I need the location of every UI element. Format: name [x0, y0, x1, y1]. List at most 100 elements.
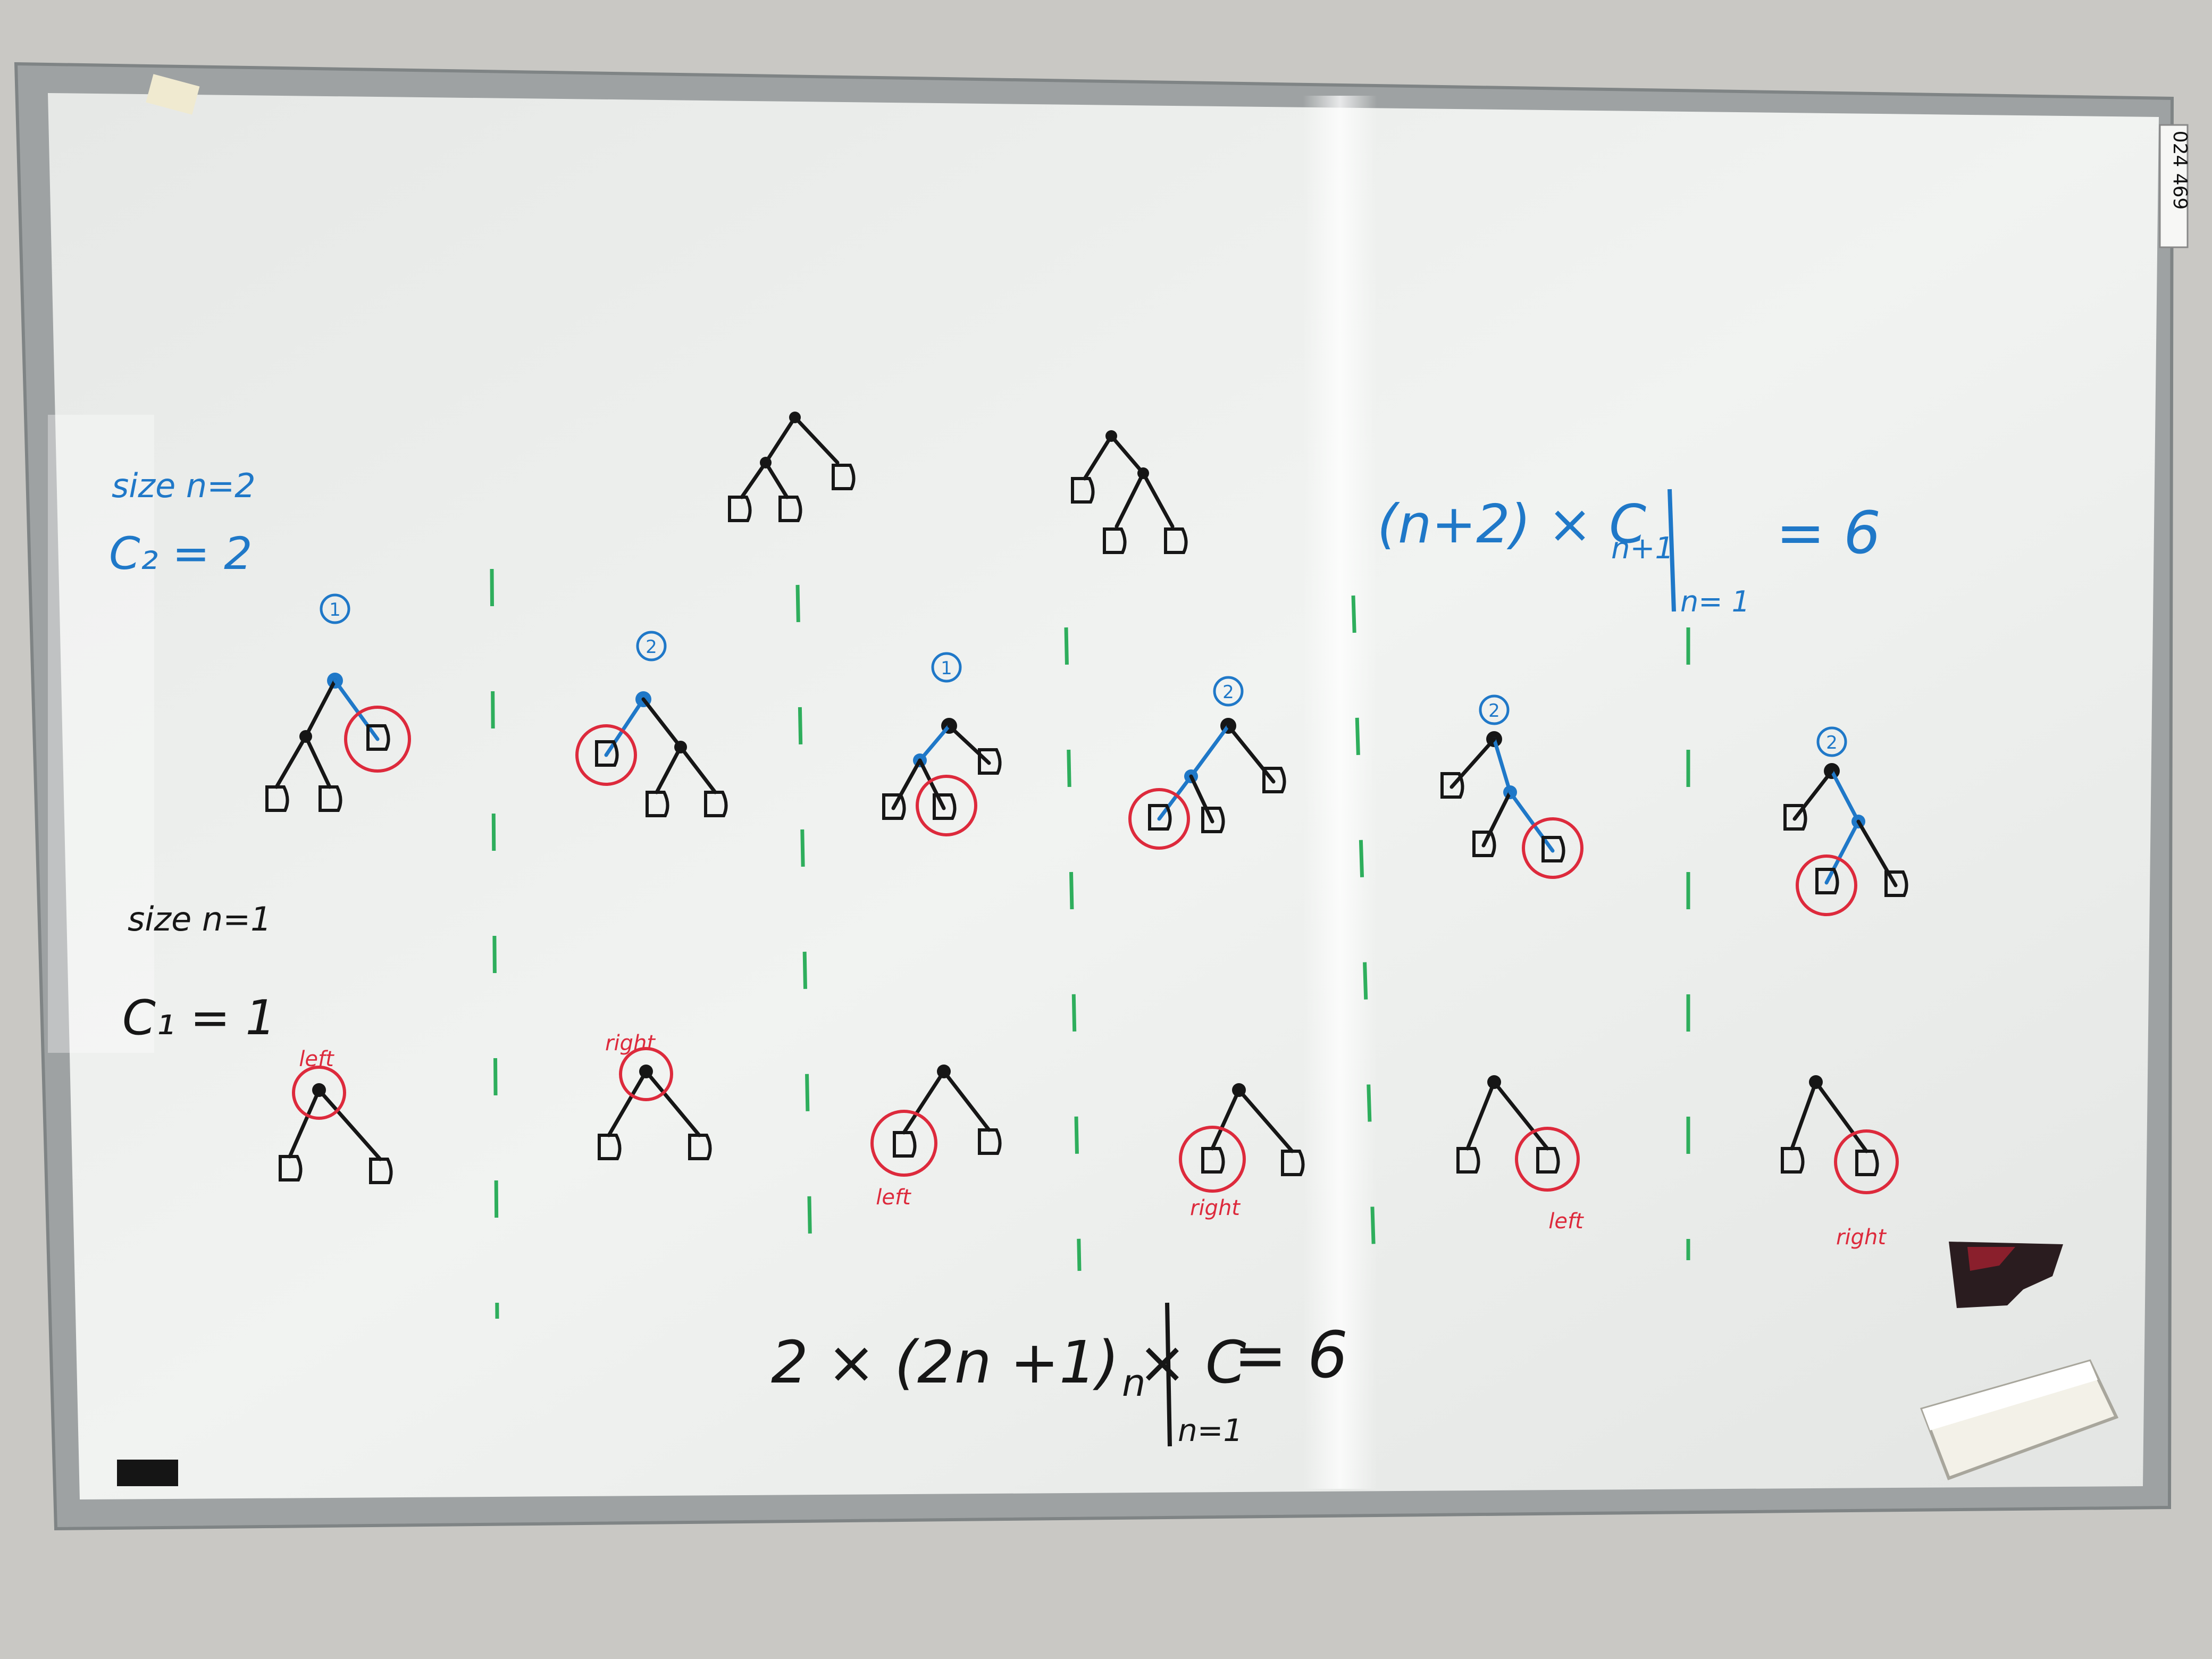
tree-edge — [1465, 1080, 1496, 1151]
tree-leaf — [1815, 868, 1839, 894]
tree-leaf — [1440, 772, 1464, 799]
tree-leaf — [1783, 804, 1807, 831]
formula-top-text: (n+2) × C — [1377, 493, 1646, 555]
tree-leaf — [978, 1128, 1002, 1155]
tree-leaf — [319, 785, 342, 812]
highlight-ring — [1128, 788, 1190, 850]
tree-leaf — [1103, 527, 1127, 554]
tree-leaf — [1472, 831, 1496, 857]
step-marker-label: 2 — [646, 636, 657, 658]
tree-edge — [918, 758, 946, 810]
tree-edge — [1814, 1080, 1869, 1153]
formula-bottom-bar — [1165, 1302, 1172, 1447]
side-label: right — [1836, 1225, 1887, 1250]
highlight-ring — [619, 1047, 673, 1101]
step-marker-label: 2 — [1222, 682, 1234, 703]
size-n2-label: size n=2 — [112, 466, 256, 505]
tree-node — [312, 1083, 326, 1097]
tree-leaf — [1884, 870, 1908, 897]
tree-edge — [317, 1088, 382, 1161]
tree-edge — [1141, 471, 1175, 529]
tree-leaf — [369, 1158, 393, 1184]
step-marker-label: 1 — [941, 658, 952, 679]
tree-edge — [764, 415, 797, 465]
tree-leaf — [1456, 1147, 1480, 1174]
tree-leaf — [688, 1134, 712, 1160]
formula-bottom-cond: n=1 — [1178, 1412, 1243, 1448]
highlight-ring — [916, 775, 977, 836]
highlight-ring — [1179, 1126, 1246, 1193]
tree-leaf — [1262, 767, 1286, 793]
highlight-ring — [1834, 1129, 1899, 1194]
magnet-icon — [117, 1460, 178, 1486]
tree-node — [1487, 1075, 1501, 1089]
tree-edge — [902, 1069, 946, 1135]
tree-leaf — [598, 1134, 622, 1160]
highlight-ring — [292, 1066, 346, 1120]
tree-leaf — [1071, 477, 1095, 504]
formula-bottom-sub: n — [1122, 1361, 1145, 1405]
c1-label: C₁ = 1 — [122, 990, 276, 1046]
left-notes: size n=2 C₂ = 2 — [109, 466, 256, 580]
tree-leaf — [704, 791, 728, 817]
window-glare — [1303, 96, 1377, 1489]
tree-leaf — [265, 785, 289, 812]
tree-leaf — [279, 1155, 303, 1182]
tree-leaf — [646, 791, 669, 817]
tree-edge — [1824, 819, 1861, 885]
tree-leaf — [1781, 1147, 1805, 1174]
tree-leaf — [1164, 527, 1188, 554]
sticker-number: 024 469 — [2169, 131, 2191, 210]
formula-top-bar — [1668, 489, 1676, 612]
separator-1 — [490, 568, 499, 1319]
tree-edge — [1856, 819, 1898, 887]
marker-smudge-red — [1967, 1247, 2015, 1271]
formula-top-sub: n+1 — [1611, 531, 1674, 566]
formula-top: (n+2) × C n+1 n= 1 = 6 — [1377, 489, 1881, 618]
tree-leaf — [832, 464, 856, 490]
step-marker-ring — [1816, 726, 1847, 757]
tree-edge — [1508, 790, 1555, 853]
side-label: left — [1548, 1209, 1584, 1234]
tree-node — [937, 1065, 951, 1078]
step-marker-label: 2 — [1488, 700, 1500, 722]
highlight-ring — [344, 706, 411, 773]
step-marker-label: 2 — [1826, 732, 1838, 753]
asset-sticker: 024 469 — [2159, 124, 2191, 248]
tree-edge — [942, 1069, 991, 1132]
size-n1-label: size n=1 — [128, 900, 272, 939]
highlight-ring — [1515, 1127, 1580, 1192]
tree-leaf — [1855, 1150, 1879, 1176]
eraser-icon — [1920, 1359, 2119, 1480]
tree-leaf — [1281, 1150, 1305, 1176]
tree-edge — [644, 1069, 701, 1137]
tree-edge — [678, 745, 717, 794]
tree-edge — [1790, 1080, 1818, 1151]
formula-bottom: 2 × (2n +1) × C n n=1 = 6 — [771, 1302, 1348, 1448]
tree-leaf — [595, 740, 619, 767]
tree-edge — [1792, 769, 1834, 821]
tree-edge — [288, 1088, 321, 1159]
tree-node — [639, 1065, 653, 1078]
tree-leaf — [893, 1131, 917, 1158]
c2-label: C₂ = 2 — [109, 527, 253, 580]
tree-edge — [740, 460, 768, 499]
separators — [490, 568, 1690, 1319]
tree-edge — [607, 1069, 648, 1137]
tree-leaf — [728, 496, 752, 522]
tree-node — [1232, 1083, 1246, 1097]
left-notes-bottom: size n=1 C₁ = 1 — [122, 900, 276, 1046]
tree-edge — [655, 745, 683, 794]
tree-edge — [274, 734, 308, 789]
side-label: right — [605, 1031, 656, 1055]
tree-edge — [1157, 774, 1193, 821]
tree-node — [1809, 1075, 1823, 1089]
highlight-ring — [870, 1110, 937, 1177]
tree-edge — [764, 460, 789, 499]
tree-leaf — [1201, 807, 1225, 833]
tree-edge — [947, 724, 991, 765]
side-label: left — [299, 1047, 334, 1071]
tree-edge — [1492, 737, 1512, 794]
tree-leaf — [1201, 1147, 1225, 1174]
